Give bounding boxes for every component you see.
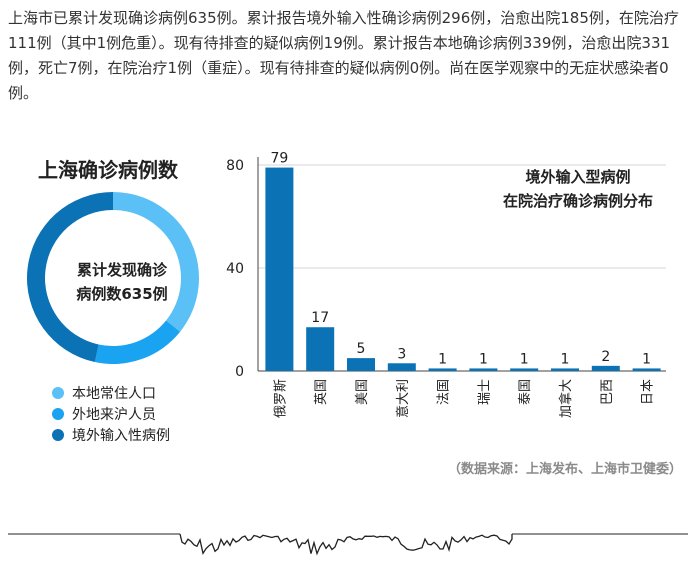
x-tick-label: 美国 — [355, 379, 370, 405]
donut-slice-1 — [94, 320, 181, 364]
x-tick-label: 泰国 — [518, 379, 533, 405]
x-tick-label: 巴西 — [600, 379, 615, 405]
bar-chart: 0 40 80 79 俄罗斯 17 英国 5 美国 3 意大利 1 法国 1 瑞士 1 泰国 1 加拿大 2 巴西 1 日本… — [226, 151, 666, 418]
bar-value-label: 79 — [270, 151, 288, 167]
legend-label-imported: 境外输入性病例 — [72, 427, 170, 444]
bar-value-label: 2 — [601, 349, 610, 365]
bar-日本 — [632, 368, 661, 371]
bar-chart-title-line-0: 境外输入型病例 — [525, 168, 630, 186]
bar-value-label: 3 — [397, 346, 406, 362]
bar-value-label: 1 — [438, 351, 447, 367]
bar-value-label: 5 — [357, 341, 366, 357]
legend-label-local: 本地常住人口 — [72, 385, 156, 402]
bar-俄罗斯 — [265, 167, 294, 371]
y-tick-label: 80 — [226, 158, 244, 174]
bar-法国 — [428, 368, 457, 371]
legend-dot-imported — [52, 428, 64, 441]
bar-value-label: 1 — [642, 351, 651, 367]
donut-center-label: 累计发现确诊 病例数635例 — [52, 258, 192, 306]
legend-item-imported: 境外输入性病例 — [52, 424, 170, 445]
y-tick-label: 0 — [235, 364, 244, 380]
legend-label-nonlocal: 外地来沪人员 — [72, 406, 156, 423]
donut-title: 上海确诊病例数 — [38, 158, 178, 182]
bar-巴西 — [591, 365, 620, 371]
x-tick-label: 瑞士 — [477, 379, 492, 405]
bar-意大利 — [387, 363, 416, 371]
donut-center-line1: 累计发现确诊 — [76, 261, 167, 279]
y-tick-label: 40 — [226, 261, 244, 277]
waveform-path — [179, 533, 513, 556]
x-tick-label: 英国 — [314, 379, 329, 405]
bar-chart-title-line-1: 在院治疗确诊病例分布 — [503, 192, 653, 210]
legend-dot-nonlocal — [52, 407, 64, 420]
bar-value-label: 1 — [561, 351, 570, 367]
source-footnote: （数据来源：上海发布、上海市卫健委） — [447, 462, 682, 477]
x-tick-label: 日本 — [641, 379, 656, 405]
intro-paragraph: 上海市已累计发现确诊病例635例。累计报告境外输入性确诊病例296例，治愈出院1… — [8, 9, 679, 102]
chart-panel: 上海确诊病例数 累计发现确诊 病例数635例 本地常住人口 外地来沪人员 境外输… — [0, 130, 696, 490]
donut-legend: 本地常住人口 外地来沪人员 境外输入性病例 — [52, 382, 170, 445]
donut-chart — [26, 192, 200, 364]
x-tick-label: 法国 — [437, 379, 452, 405]
donut-slice-0 — [113, 192, 200, 332]
bar-value-label: 17 — [311, 310, 329, 326]
donut-slice-2 — [26, 192, 113, 363]
legend-dot-local — [52, 386, 64, 399]
legend-item-local: 本地常住人口 — [52, 382, 170, 403]
bar-瑞士 — [469, 368, 498, 371]
x-tick-label: 俄罗斯 — [273, 379, 288, 418]
x-tick-label: 意大利 — [395, 379, 411, 418]
bar-英国 — [306, 327, 335, 371]
bar-美国 — [347, 358, 375, 371]
x-tick-label: 加拿大 — [558, 379, 574, 418]
legend-item-nonlocal: 外地来沪人员 — [52, 403, 170, 424]
bar-value-label: 1 — [479, 351, 488, 367]
bar-加拿大 — [551, 368, 579, 371]
bar-泰国 — [510, 368, 539, 371]
decorative-waveform — [8, 533, 688, 556]
bar-value-label: 1 — [520, 351, 529, 367]
donut-center-line2: 病例数635例 — [76, 285, 168, 303]
